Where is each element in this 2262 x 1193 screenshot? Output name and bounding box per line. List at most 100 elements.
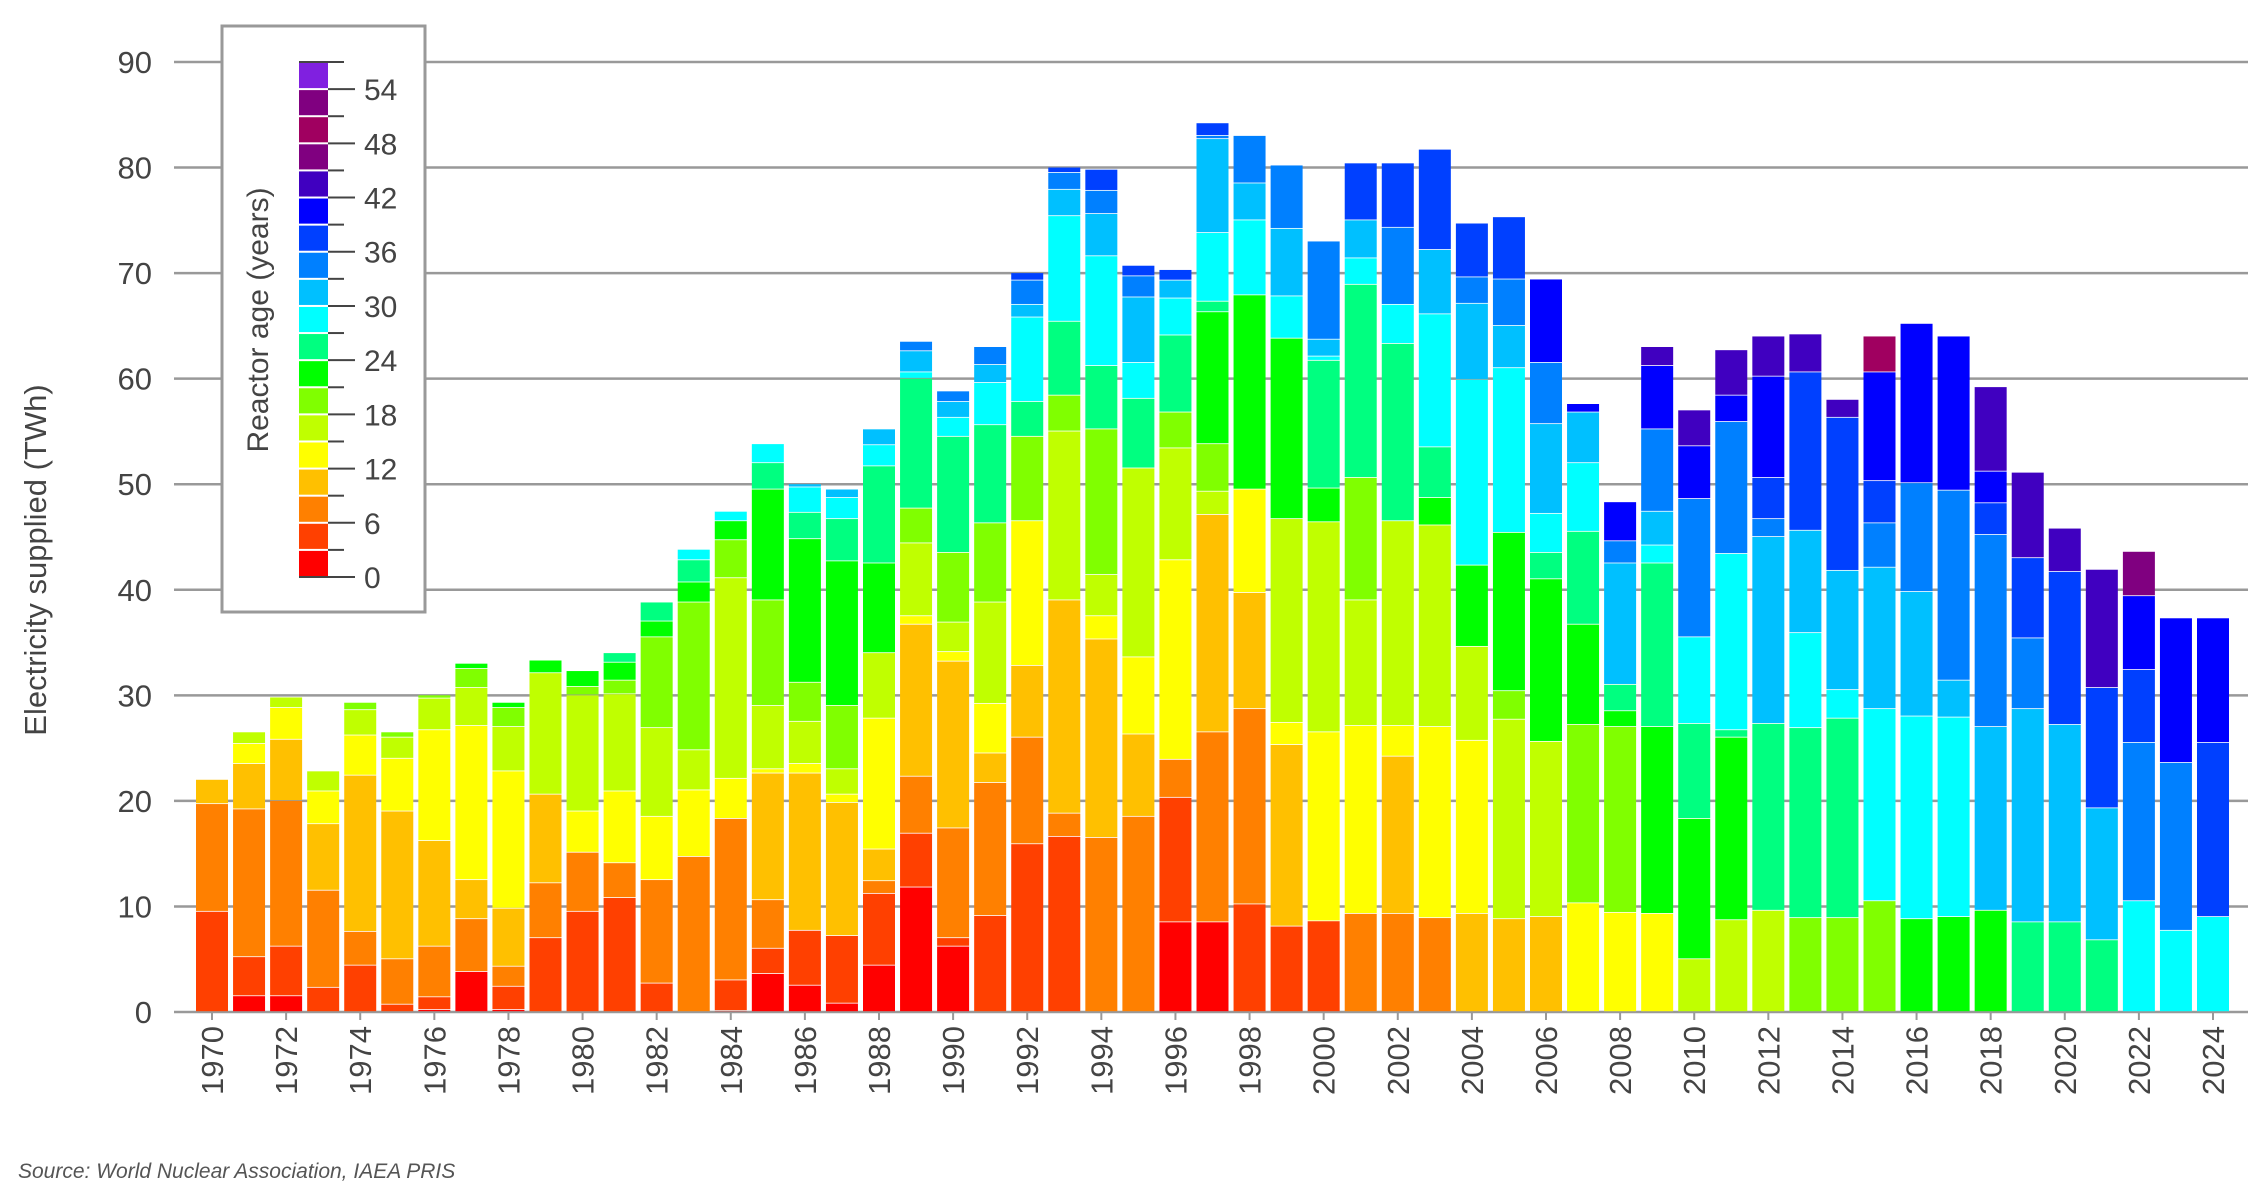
bar-segment: [2085, 940, 2118, 1012]
x-tick-label: 1982: [640, 1026, 675, 1095]
bar-segment: [307, 890, 340, 987]
bar-segment: [1455, 740, 1488, 914]
x-tick-label: 2012: [1751, 1026, 1786, 1095]
bar-segment: [1344, 258, 1377, 284]
bar-segment: [1344, 220, 1377, 258]
bar-segment: [418, 698, 451, 730]
bar-1990: [937, 391, 970, 1012]
bar-2024: [2197, 618, 2229, 1012]
bar-segment: [1011, 280, 1044, 304]
bar-segment: [1826, 690, 1859, 718]
bar-segment: [788, 484, 821, 487]
bar-segment: [1418, 497, 1451, 525]
bar-2009: [1641, 347, 1674, 1012]
bar-segment: [1455, 565, 1488, 646]
bar-segment: [1233, 183, 1266, 220]
bar-segment: [1641, 511, 1674, 545]
bar-segment: [1900, 483, 1933, 592]
bar-segment: [455, 971, 488, 1012]
bar-segment: [900, 887, 933, 1012]
x-tick-label: 2006: [1529, 1026, 1564, 1095]
y-tick-label: 40: [118, 573, 152, 608]
bar-segment: [529, 673, 562, 794]
colorbar-swatch: [299, 90, 328, 116]
bar-1992: [1011, 273, 1044, 1012]
bar-segment: [1530, 579, 1562, 741]
bar-1988: [863, 429, 895, 1012]
bar-1973: [307, 771, 340, 1012]
bar-segment: [529, 883, 562, 938]
bar-segment: [2085, 687, 2118, 808]
bar-segment: [1974, 471, 2007, 503]
colorbar-tick-label: 30: [364, 291, 397, 324]
bar-segment: [344, 775, 377, 931]
bar-2002: [1381, 163, 1414, 1012]
bar-segment: [825, 936, 858, 1003]
bar-segment: [863, 881, 895, 893]
bar-segment: [1863, 567, 1896, 709]
x-tick-label: 2010: [1677, 1026, 1712, 1095]
bar-segment: [714, 778, 747, 819]
bar-1996: [1159, 269, 1192, 1012]
bar-1983: [677, 549, 710, 1012]
bar-segment: [974, 425, 1007, 523]
bar-segment: [1604, 541, 1637, 563]
bar-segment: [233, 957, 266, 996]
bar-segment: [1492, 719, 1525, 919]
bar-segment: [1085, 366, 1118, 429]
x-axis-ticks: 1970 1972 1974 1976 1978 1980 1982 1984 1986 1988…: [195, 1012, 2231, 1095]
bar-segment: [1567, 531, 1600, 624]
bar-segment: [1270, 296, 1303, 338]
colorbar-swatch: [299, 252, 328, 278]
bar-segment: [307, 771, 340, 791]
bar-segment: [492, 908, 525, 966]
colorbar-tick-label: 42: [364, 183, 397, 216]
bar-segment: [1678, 410, 1711, 446]
x-tick-label: 2000: [1307, 1026, 1342, 1095]
colorbar-tick-label: 12: [364, 454, 397, 487]
bar-segment: [937, 401, 970, 417]
bar-segment: [1530, 552, 1562, 579]
bar-segment: [825, 489, 858, 498]
bar-segment: [344, 702, 377, 710]
bar-segment: [529, 938, 562, 1012]
bar-segment: [825, 497, 858, 519]
bar-segment: [825, 794, 858, 803]
bar-segment: [974, 382, 1007, 425]
bar-segment: [1085, 575, 1118, 616]
bar-segment: [1567, 463, 1600, 531]
bar-segment: [1974, 534, 2007, 727]
bar-segment: [1974, 910, 2007, 1012]
x-tick-label: 1984: [714, 1026, 749, 1095]
bar-segment: [1715, 350, 1748, 395]
bar-1982: [640, 602, 673, 1012]
bar-segment: [344, 931, 377, 965]
bar-segment: [455, 663, 488, 669]
bar-segment: [1900, 591, 1933, 716]
bar-segment: [1233, 709, 1266, 904]
bar-1971: [233, 732, 266, 1012]
bar-segment: [2159, 618, 2192, 763]
bar-segment: [1085, 639, 1118, 838]
bar-2018: [1974, 387, 2007, 1012]
bar-segment: [1159, 797, 1192, 922]
bar-2004: [1455, 223, 1488, 1012]
bar-segment: [1233, 295, 1266, 489]
bar-segment: [2048, 922, 2081, 1012]
colorbar-swatch: [299, 198, 328, 224]
colorbar: 0 6 12 18 24 30 36 42 48 54: [299, 61, 397, 595]
y-tick-label: 0: [135, 995, 152, 1030]
bar-segment: [307, 791, 340, 824]
bar-segment: [863, 718, 895, 849]
bar-segment: [1752, 477, 1785, 519]
bar-segment: [751, 489, 784, 600]
x-tick-label: 1980: [566, 1026, 601, 1095]
bar-segment: [307, 824, 340, 890]
bars: [196, 123, 2229, 1012]
bar-segment: [1048, 813, 1081, 836]
x-tick-label: 1970: [195, 1026, 230, 1095]
colorbar-swatch: [299, 306, 328, 333]
bar-segment: [492, 966, 525, 986]
bar-2021: [2085, 569, 2118, 1012]
bar-2023: [2159, 618, 2192, 1012]
